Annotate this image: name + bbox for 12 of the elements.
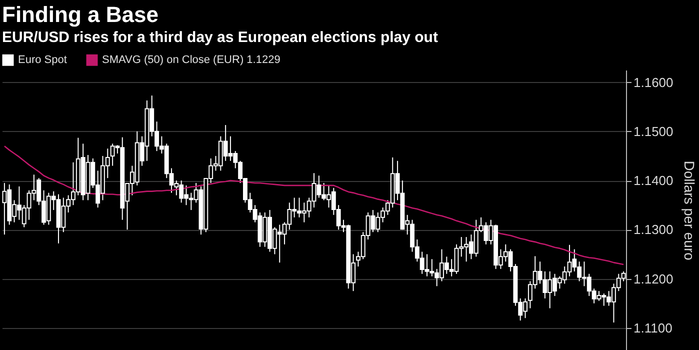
legend-label: SMAVG (50) on Close (EUR) 1.1229: [102, 54, 280, 66]
y-tick-label: 1.1500: [634, 124, 674, 139]
line-series: [4, 145, 624, 266]
chart-title: Finding a Base: [2, 2, 158, 27]
legend-label: Euro Spot: [18, 54, 67, 66]
y-tick-label: 1.1300: [634, 222, 674, 238]
y-tick-label: 1.1200: [634, 271, 674, 286]
y-tick-label: 1.1100: [634, 320, 672, 336]
y-axis-title: Dollars per euro: [681, 160, 698, 261]
y-tick-label: 1.1400: [634, 173, 674, 188]
chart-subtitle: EUR/USD rises for a third day as European elections play out: [2, 29, 438, 46]
y-tick-label: 1.1600: [634, 74, 674, 90]
